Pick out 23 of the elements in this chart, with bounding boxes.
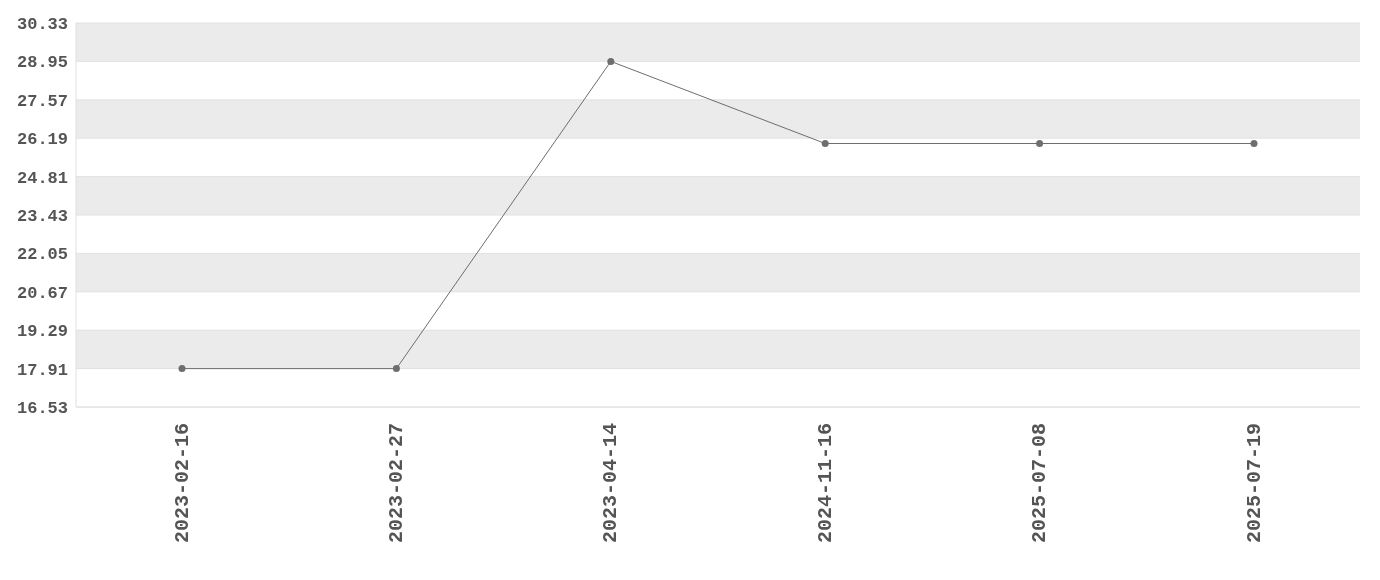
y-tick-label: 16.53 <box>16 399 68 419</box>
x-tick-label: 2023-02-16 <box>170 423 194 544</box>
point <box>1250 139 1258 147</box>
y-tick-label: 23.43 <box>16 207 68 227</box>
y-tick-label: 24.81 <box>16 168 68 188</box>
x-tick-label: 2024-11-16 <box>813 423 837 544</box>
point <box>392 365 400 373</box>
y-tick-label: 17.91 <box>16 360 68 380</box>
point <box>178 365 186 373</box>
y-tick-label: 26.19 <box>16 130 68 150</box>
point <box>821 139 829 147</box>
point <box>607 57 615 65</box>
y-tick-label: 30.33 <box>16 15 68 35</box>
y-tick-label: 19.29 <box>16 322 68 342</box>
x-tick-label: 2025-07-08 <box>1028 423 1052 544</box>
x-tick-label: 2023-04-14 <box>599 423 623 544</box>
y-tick-label: 28.95 <box>16 53 68 73</box>
y-tick-label: 20.67 <box>16 283 68 303</box>
x-tick-label: 2023-02-27 <box>384 423 408 544</box>
x-tick-label: 2025-07-19 <box>1242 423 1266 544</box>
point <box>1036 139 1044 147</box>
y-tick-label: 22.05 <box>16 245 68 265</box>
y-tick-label: 27.57 <box>16 91 68 111</box>
